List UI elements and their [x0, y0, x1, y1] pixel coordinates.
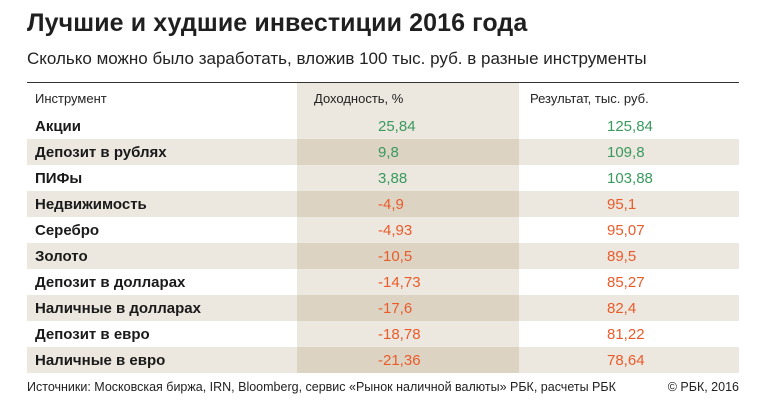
instrument-name: Депозит в долларах: [35, 274, 186, 291]
result-value: 85,27: [607, 274, 645, 291]
table-row: Депозит в евро -18,78 81,22: [27, 321, 739, 347]
row-band-highlight: [297, 295, 519, 321]
result-value: 95,1: [607, 196, 637, 213]
yield-value: -18,78: [378, 326, 421, 343]
instrument-name: Акции: [35, 118, 82, 135]
instrument-name: Депозит в евро: [35, 326, 150, 343]
instrument-name: Золото: [35, 248, 88, 265]
yield-value: 25,84: [378, 118, 416, 135]
instrument-name: Наличные в долларах: [35, 300, 201, 317]
instrument-name: Наличные в евро: [35, 352, 166, 369]
table-body: Акции 25,84 125,84 Депозит в рублях 9,8 109,8…: [27, 113, 739, 373]
yield-value: -10,5: [378, 248, 413, 265]
yield-value: 9,8: [378, 144, 399, 161]
result-value: 95,07: [607, 222, 645, 239]
table-row: Наличные в долларах -17,6 82,4: [27, 295, 739, 321]
result-value: 82,4: [607, 300, 637, 317]
result-value: 103,88: [607, 170, 653, 187]
result-value: 125,84: [607, 118, 653, 135]
yield-value: 3,88: [378, 170, 408, 187]
source-note: Источники: Московская биржа, IRN, Bloomb…: [27, 380, 616, 394]
result-value: 89,5: [607, 248, 637, 265]
header-instrument: Инструмент: [35, 91, 107, 106]
instrument-name: Недвижимость: [35, 196, 147, 213]
yield-value: -4,93: [378, 222, 413, 239]
yield-column-background: [297, 83, 519, 373]
result-value: 78,64: [607, 352, 645, 369]
header-result: Результат, тыс. руб.: [530, 91, 649, 106]
table-row: Золото -10,5 89,5: [27, 243, 739, 269]
table-header: Инструмент Доходность, % Результат, тыс.…: [27, 83, 739, 113]
copyright: © РБК, 2016: [667, 380, 739, 394]
table-row: Недвижимость -4,9 95,1: [27, 191, 739, 217]
instrument-name: Серебро: [35, 222, 100, 239]
header-yield: Доходность, %: [314, 91, 404, 106]
row-band-highlight: [297, 243, 519, 269]
table-row: Наличные в евро -21,36 78,64: [27, 347, 739, 373]
result-value: 109,8: [607, 144, 645, 161]
row-band-highlight: [297, 347, 519, 373]
instrument-name: Депозит в рублях: [35, 144, 167, 161]
yield-value: -14,73: [378, 274, 421, 291]
table-top-rule: [27, 82, 739, 83]
table-row: ПИФы 3,88 103,88: [27, 165, 739, 191]
result-value: 81,22: [607, 326, 645, 343]
table-row: Серебро -4,93 95,07: [27, 217, 739, 243]
table-row: Депозит в долларах -14,73 85,27: [27, 269, 739, 295]
chart-title: Лучшие и худшие инвестиции 2016 года: [27, 9, 528, 37]
row-band-highlight: [297, 191, 519, 217]
row-band-highlight: [297, 139, 519, 165]
table-row: Акции 25,84 125,84: [27, 113, 739, 139]
instrument-name: ПИФы: [35, 170, 83, 187]
yield-value: -21,36: [378, 352, 421, 369]
yield-value: -4,9: [378, 196, 404, 213]
chart-subtitle: Сколько можно было заработать, вложив 10…: [27, 49, 647, 68]
yield-value: -17,6: [378, 300, 413, 317]
table-row: Депозит в рублях 9,8 109,8: [27, 139, 739, 165]
